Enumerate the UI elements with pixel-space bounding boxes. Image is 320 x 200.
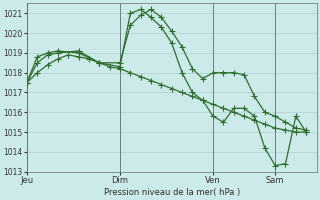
X-axis label: Pression niveau de la mer( hPa ): Pression niveau de la mer( hPa ) [104,188,240,197]
